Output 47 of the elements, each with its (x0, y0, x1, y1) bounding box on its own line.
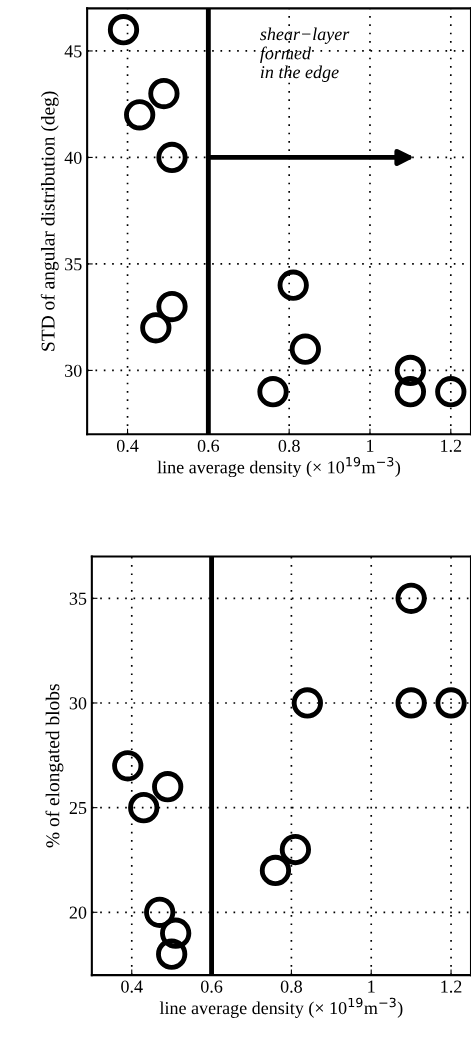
x-axis-title: line average density (× 10$^{19}$m$^{−3}$) (159, 997, 403, 1018)
point (289, 333, 321, 365)
x-tick-label: 0.6 (200, 980, 223, 993)
y-tick-label: 30 (69, 697, 87, 710)
x-tick-label: 1 (368, 980, 375, 993)
point (124, 99, 156, 131)
y-tick-label: 35 (65, 258, 82, 271)
x-axis-title: line average density (× 10$^{19}$m$^{−3}$) (157, 456, 401, 478)
point (435, 376, 467, 408)
x-tick-label: 1.2 (441, 439, 462, 452)
point (394, 354, 427, 387)
y-tick-label: 20 (69, 906, 87, 919)
point (395, 582, 427, 614)
point (107, 14, 140, 46)
point (279, 833, 312, 866)
point (112, 750, 144, 782)
point (160, 917, 192, 949)
x-tick-label: 0.6 (197, 439, 220, 452)
x-tick-label: 0.4 (121, 980, 143, 993)
point (156, 141, 188, 174)
point (148, 77, 180, 110)
point (395, 687, 427, 719)
point (277, 269, 309, 301)
y-tick-label: 45 (64, 45, 82, 58)
y-tick-label: 30 (65, 364, 82, 377)
point (435, 687, 467, 719)
y-axis-title: STD of angular distribution (deg) (40, 91, 59, 351)
point (259, 854, 292, 887)
point (394, 376, 427, 408)
x-tick-label: 0.4 (116, 439, 139, 452)
annotation: shear−layer formed in the edge (260, 27, 350, 82)
point (257, 376, 289, 408)
point (144, 896, 176, 928)
y-tick-label: 40 (64, 151, 82, 164)
x-tick-label: 1 (367, 439, 374, 452)
point (128, 792, 160, 824)
x-tick-label: 0.8 (280, 980, 302, 993)
y-tick-label: 25 (69, 801, 87, 815)
x-tick-label: 1.2 (441, 980, 462, 993)
y-axis-title: % of elongated blobs (45, 684, 64, 848)
y-tick-label: 35 (69, 592, 87, 605)
point (156, 938, 188, 970)
x-tick-label: 0.8 (278, 439, 300, 452)
point (140, 312, 172, 344)
point (156, 290, 188, 323)
point (152, 771, 184, 803)
point (291, 687, 323, 719)
